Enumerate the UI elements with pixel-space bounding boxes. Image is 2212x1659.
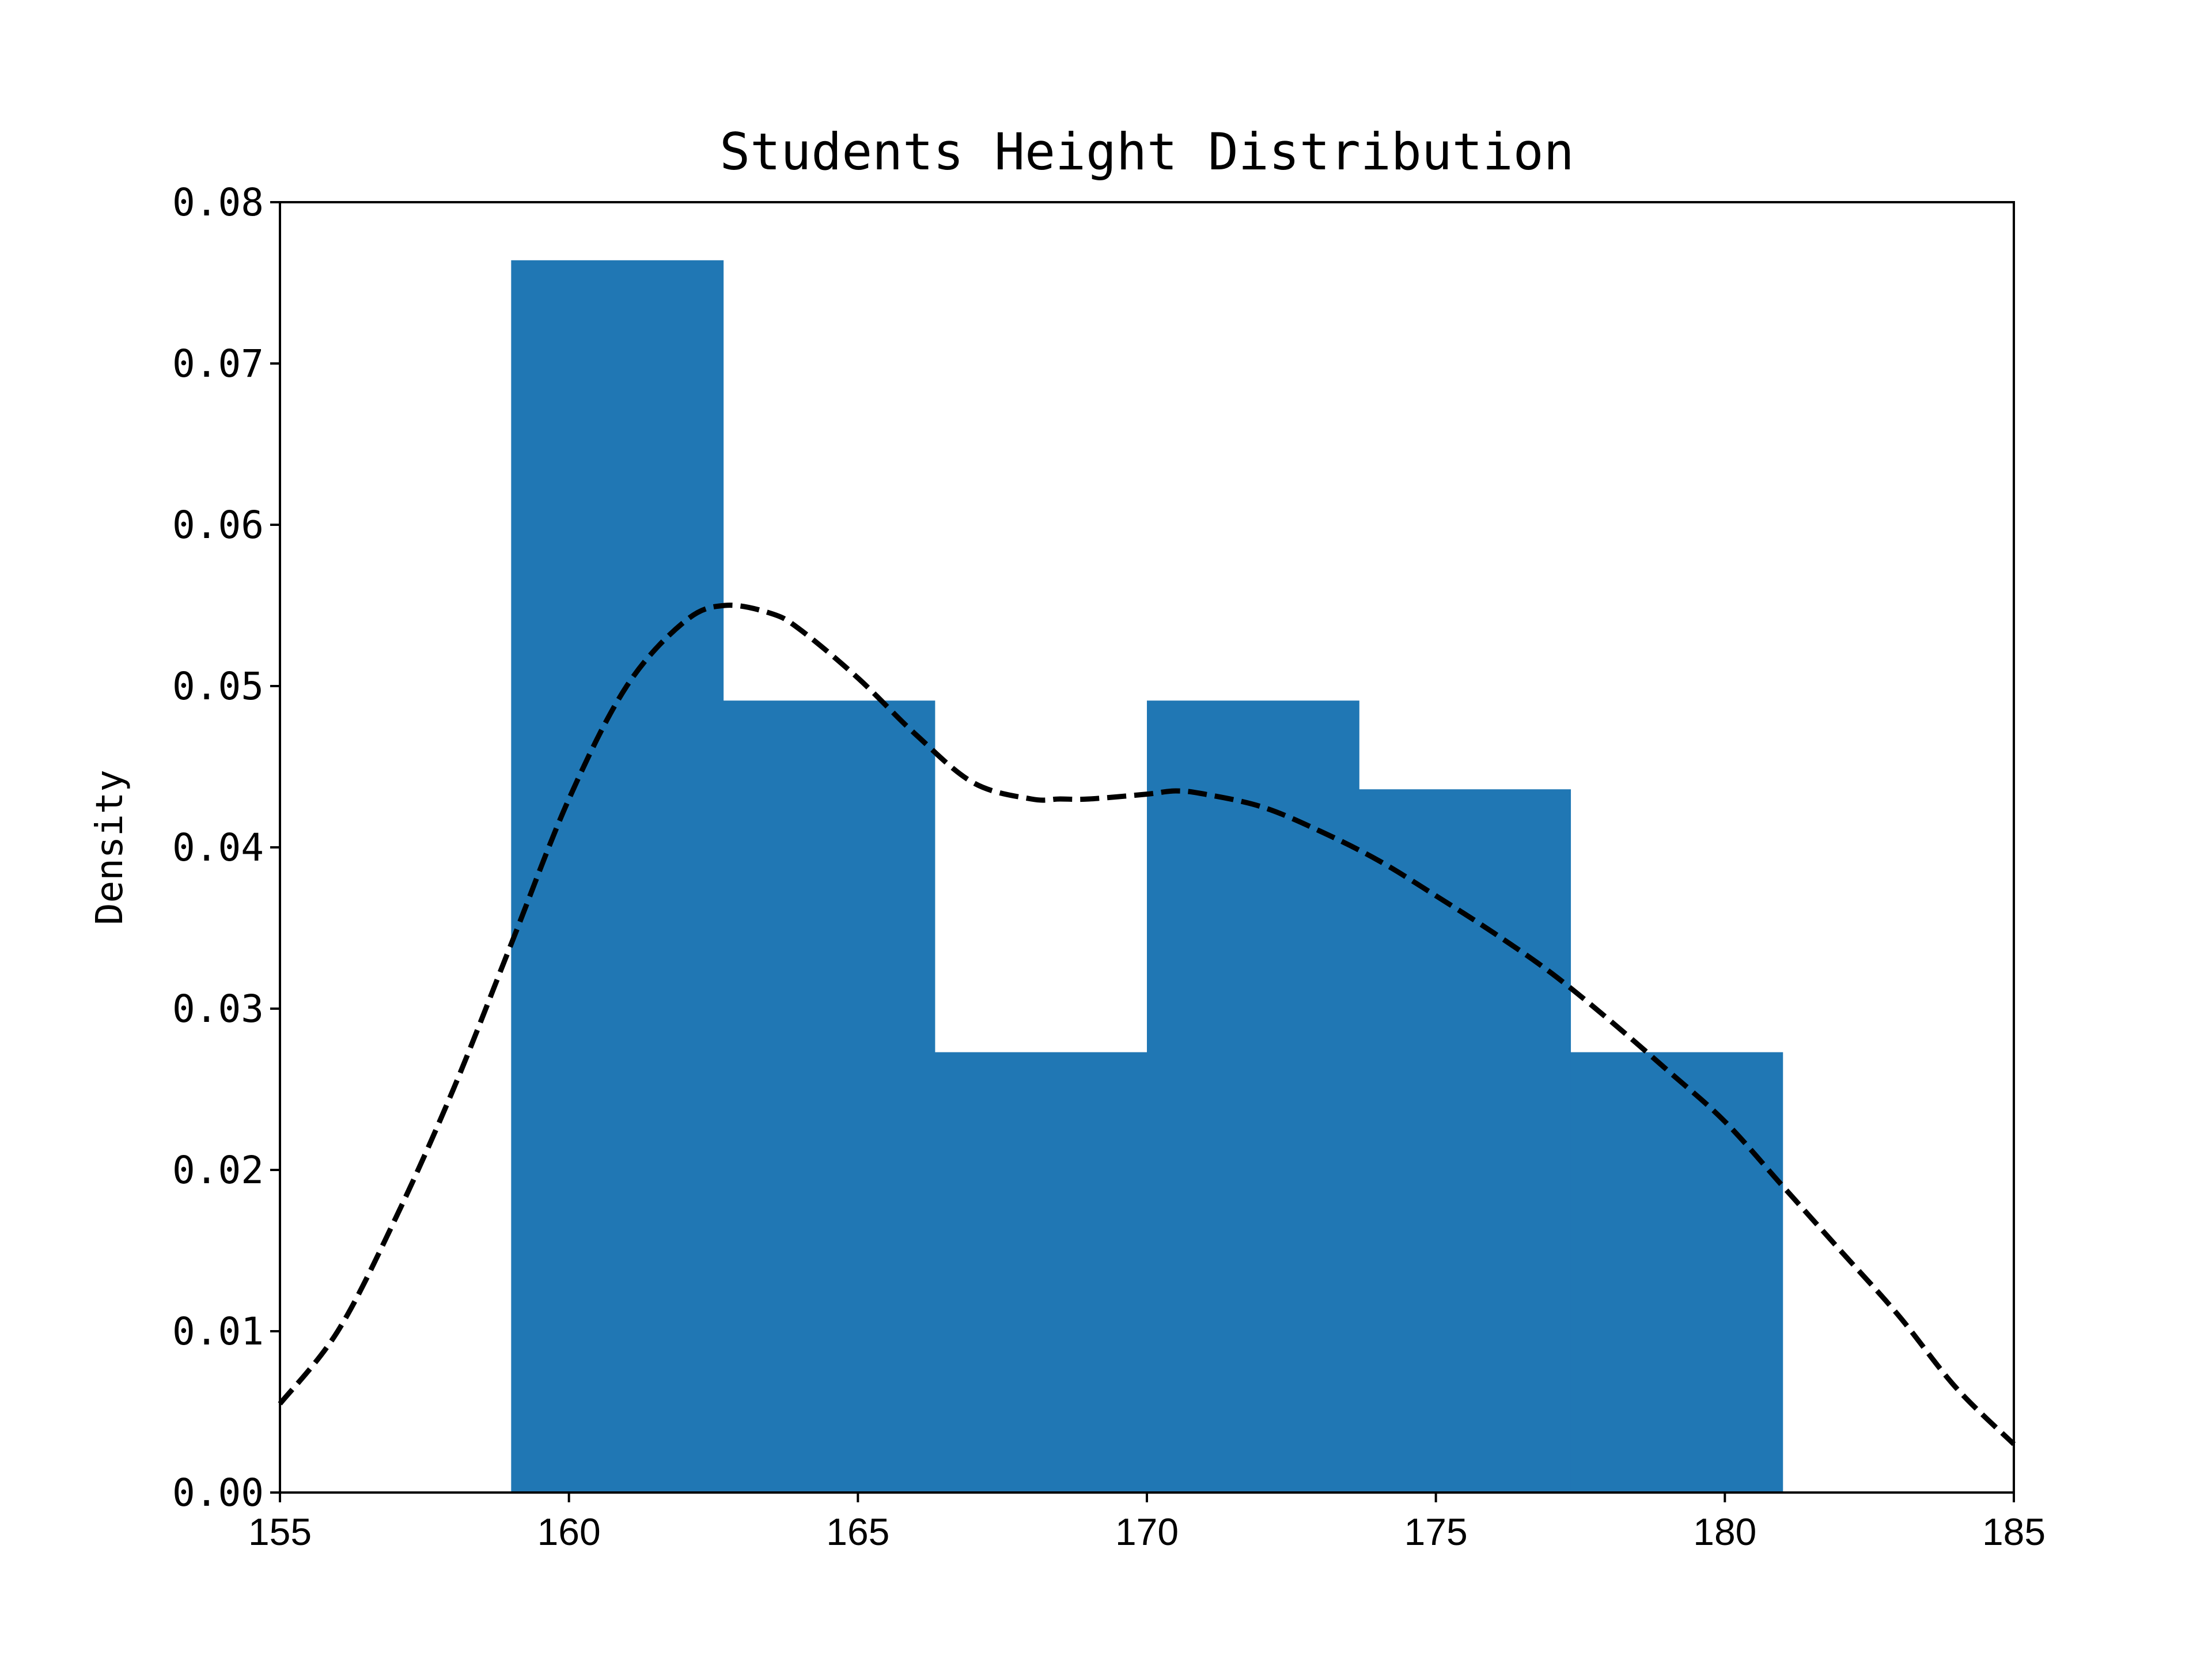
histogram-bar-2 — [723, 700, 935, 1493]
x-tick-label: 175 — [1404, 1510, 1468, 1553]
x-tick-label: 185 — [1982, 1510, 2046, 1553]
histogram-bar-5 — [1359, 789, 1571, 1493]
y-tick-label: 0.01 — [172, 1309, 264, 1354]
y-tick-label: 0.00 — [172, 1471, 264, 1515]
y-tick-label: 0.02 — [172, 1148, 264, 1192]
chart-title: Students Height Distribution — [719, 122, 1574, 181]
y-tick-label: 0.08 — [172, 180, 264, 225]
x-tick-label: 160 — [537, 1510, 601, 1553]
y-tick-label: 0.06 — [172, 503, 264, 547]
x-tick-label: 165 — [826, 1510, 889, 1553]
y-tick-label: 0.07 — [172, 342, 264, 386]
histogram-bar-3 — [934, 1052, 1147, 1493]
x-tick-label: 155 — [248, 1510, 312, 1553]
y-axis: 0.00 0.01 0.02 0.03 0.04 0.05 0.06 0.07 0.08 — [172, 180, 280, 1515]
y-axis-label: Density — [89, 770, 131, 925]
histogram-bar-1 — [511, 260, 724, 1493]
histogram-bar-4 — [1147, 700, 1359, 1493]
x-tick-label: 170 — [1115, 1510, 1179, 1553]
histogram-bars — [511, 260, 1783, 1493]
x-axis: 155 160 165 170 175 180 185 — [248, 1493, 2046, 1553]
density-curve — [278, 603, 2016, 1446]
x-tick-label: 180 — [1693, 1510, 1756, 1553]
y-tick-label: 0.05 — [172, 664, 264, 709]
y-tick-label: 0.03 — [172, 987, 264, 1031]
y-tick-label: 0.04 — [172, 825, 264, 870]
histogram-bar-6 — [1570, 1052, 1783, 1493]
density-curve-layer — [278, 603, 2016, 1446]
